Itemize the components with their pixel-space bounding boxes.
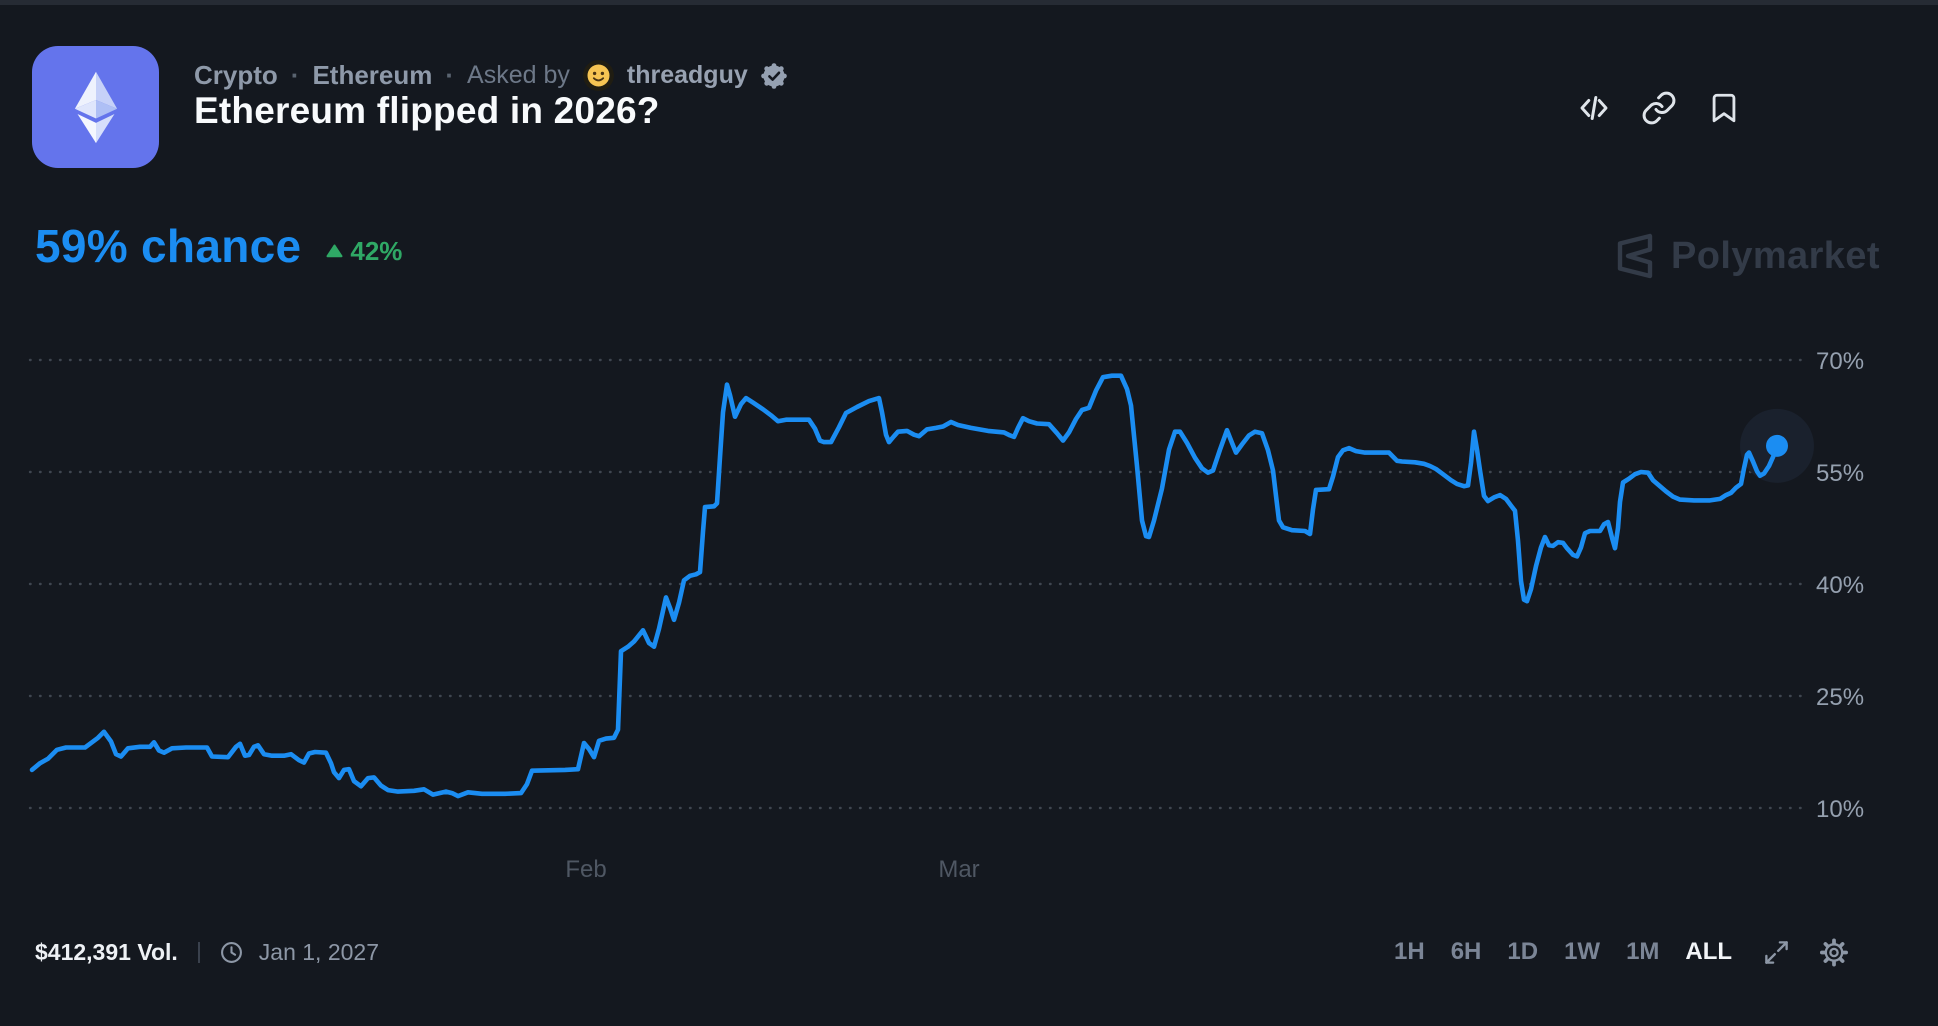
range-button-all[interactable]: ALL <box>1685 938 1733 965</box>
footer-divider <box>197 941 200 963</box>
breadcrumb-separator: · <box>445 60 455 90</box>
settings-gear-icon[interactable] <box>1820 938 1849 966</box>
probability-line <box>29 373 1780 799</box>
breadcrumb-category[interactable]: Crypto <box>194 60 278 90</box>
x-tick-label-mar: Mar <box>938 856 979 883</box>
y-tick-label-70: 70% <box>1816 348 1864 375</box>
embed-code-icon[interactable] <box>1576 90 1612 126</box>
end-date-label: Jan 1, 2027 <box>258 938 380 965</box>
polymarket-watermark[interactable]: Polymarket <box>1610 231 1880 281</box>
header-actions <box>1576 90 1742 126</box>
bookmark-icon[interactable] <box>1706 90 1742 126</box>
asked-by-label: Asked by <box>467 61 570 89</box>
clock-icon <box>220 941 242 963</box>
footer-meta: $412,391 Vol. Jan 1, 2027 <box>35 936 379 968</box>
range-button-1h[interactable]: 1H <box>1394 938 1425 965</box>
end-dot <box>1766 434 1788 457</box>
market-title[interactable]: Ethereum flipped in 2026? <box>194 90 660 131</box>
polymarket-brand-text: Polymarket <box>1671 234 1880 277</box>
verified-badge-icon <box>760 62 787 89</box>
range-button-1m[interactable]: 1M <box>1626 938 1660 965</box>
expand-icon[interactable] <box>1762 938 1790 966</box>
breadcrumb-market-group[interactable]: Ethereum <box>312 60 433 90</box>
polymarket-logo-icon <box>1617 233 1653 279</box>
breadcrumb: Crypto · Ethereum · Asked by threadguy <box>194 60 787 91</box>
copy-link-icon[interactable] <box>1641 90 1677 126</box>
ethereum-icon <box>74 71 117 144</box>
smiley-avatar <box>582 60 614 91</box>
chance-value: 59% chance <box>35 220 302 272</box>
range-button-6h[interactable]: 6H <box>1450 938 1482 965</box>
asker-avatar[interactable] <box>582 60 614 91</box>
chance-change-value: 42% <box>350 235 403 266</box>
up-triangle-icon <box>326 244 343 258</box>
x-tick-label-feb: Feb <box>565 856 606 883</box>
y-tick-label-25: 25% <box>1816 684 1864 711</box>
chance-row: 59% chance 42% <box>35 219 402 273</box>
volume-label: $412,391 Vol. <box>35 938 178 965</box>
chance-change: 42% <box>326 236 402 267</box>
range-button-1d[interactable]: 1D <box>1507 938 1539 965</box>
y-tick-label-55: 55% <box>1816 460 1864 487</box>
asker-name[interactable]: threadguy <box>626 61 748 89</box>
range-button-1w[interactable]: 1W <box>1564 938 1601 965</box>
time-range-toolbar: 1H 6H 1D 1W 1M ALL <box>1394 936 1849 968</box>
y-tick-label-40: 40% <box>1816 572 1864 599</box>
y-tick-label-10: 10% <box>1816 796 1864 823</box>
breadcrumb-separator: · <box>290 60 300 90</box>
market-icon-tile[interactable] <box>32 46 159 168</box>
top-accent-strip <box>0 0 1938 5</box>
